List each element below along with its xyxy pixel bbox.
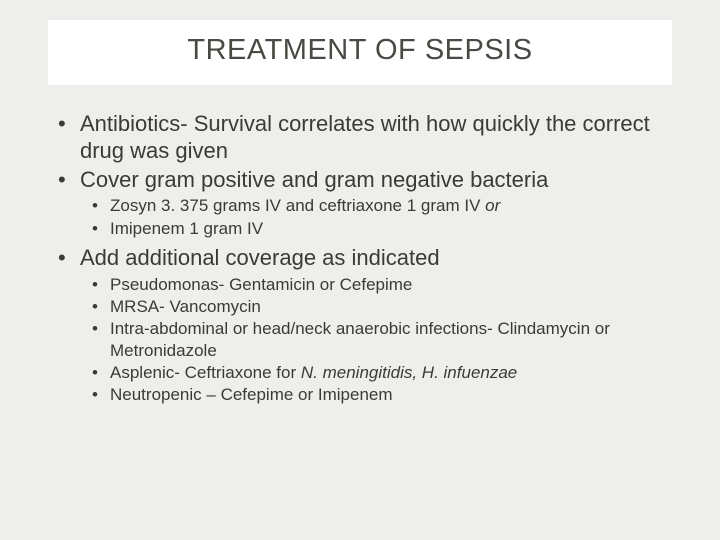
bullet-text: Imipenem 1 gram IV [110,219,263,238]
bullet-subitem: Neutropenic – Cefepime or Imipenem [90,384,672,405]
bullet-subitem: Pseudomonas- Gentamicin or Cefepime [90,274,672,295]
bullet-text-italic: or [485,196,500,215]
bullet-text: Intra-abdominal or head/neck anaerobic i… [110,319,610,359]
bullet-subitem: Asplenic- Ceftriaxone for N. meningitidi… [90,362,672,383]
bullet-list-level1: Antibiotics- Survival correlates with ho… [48,111,672,405]
bullet-list-level2: Zosyn 3. 375 grams IV and ceftriaxone 1 … [80,195,672,239]
bullet-text: Antibiotics- Survival correlates with ho… [80,111,650,163]
bullet-item: Add additional coverage as indicated Pse… [56,245,672,405]
bullet-text: Neutropenic – Cefepime or Imipenem [110,385,393,404]
bullet-list-level2: Pseudomonas- Gentamicin or Cefepime MRSA… [80,274,672,406]
bullet-subitem: Intra-abdominal or head/neck anaerobic i… [90,318,672,361]
bullet-text: Zosyn 3. 375 grams IV and ceftriaxone 1 … [110,196,485,215]
slide: TREATMENT OF SEPSIS Antibiotics- Surviva… [0,0,720,540]
bullet-item: Antibiotics- Survival correlates with ho… [56,111,672,165]
title-box: TREATMENT OF SEPSIS [48,20,672,85]
bullet-text: Add additional coverage as indicated [80,245,440,270]
bullet-text: Asplenic- Ceftriaxone for [110,363,301,382]
bullet-item: Cover gram positive and gram negative ba… [56,167,672,239]
bullet-text: MRSA- Vancomycin [110,297,261,316]
bullet-text: Pseudomonas- Gentamicin or Cefepime [110,275,412,294]
bullet-text: Cover gram positive and gram negative ba… [80,167,548,192]
slide-title: TREATMENT OF SEPSIS [68,34,652,67]
bullet-subitem: Imipenem 1 gram IV [90,218,672,239]
bullet-subitem: MRSA- Vancomycin [90,296,672,317]
bullet-subitem: Zosyn 3. 375 grams IV and ceftriaxone 1 … [90,195,672,216]
bullet-text-italic: N. meningitidis, H. infuenzae [301,363,517,382]
